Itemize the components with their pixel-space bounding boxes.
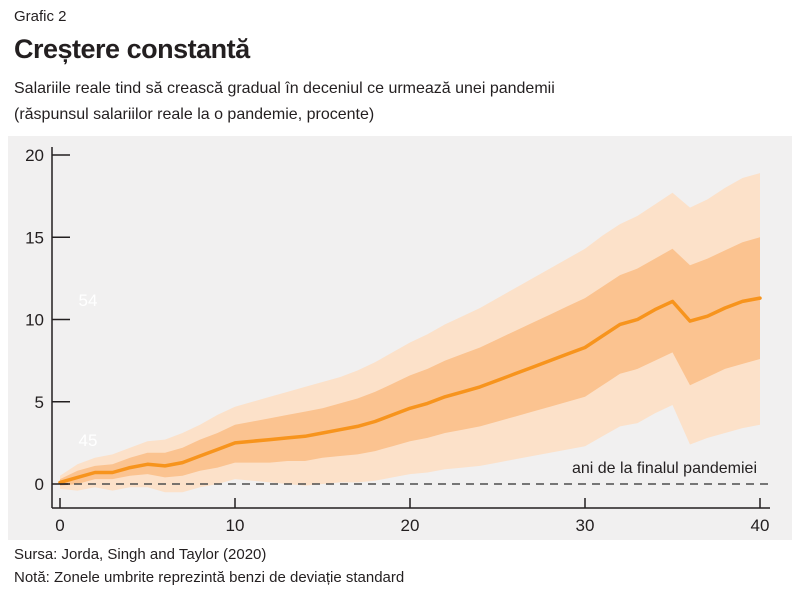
chart-title: Creștere constantă (14, 34, 250, 64)
x-axis-annotation: ani de la finalul pandemiei (572, 460, 757, 477)
wage-response-line (58, 296, 762, 485)
watermark-label: 45 (79, 431, 98, 450)
x-tick-label: 20 (401, 516, 420, 535)
x-tick-label: 30 (576, 516, 595, 535)
y-tick-label: 15 (25, 228, 44, 247)
x-tick-label: 10 (226, 516, 245, 535)
inner-deviation-band (60, 237, 760, 486)
x-tick-label: 40 (751, 516, 770, 535)
y-tick-label: 5 (35, 393, 44, 412)
figure-label: Grafic 2 (14, 8, 67, 25)
footnote: Notă: Zonele umbrite reprezintă benzi de… (14, 569, 405, 586)
watermark-label: 54 (79, 291, 98, 310)
chart-units: (răspunsul salariilor reale la o pandemi… (14, 106, 375, 123)
x-tick-label: 0 (55, 516, 64, 535)
y-tick-label: 0 (35, 475, 44, 494)
outer-deviation-band (60, 173, 760, 493)
chart-subtitle: Salariile reale tind să crească gradual … (14, 80, 555, 97)
y-tick-label: 10 (25, 311, 44, 330)
y-tick-label: 20 (25, 146, 44, 165)
source-note: Sursa: Jorda, Singh and Taylor (2020) (14, 546, 267, 563)
